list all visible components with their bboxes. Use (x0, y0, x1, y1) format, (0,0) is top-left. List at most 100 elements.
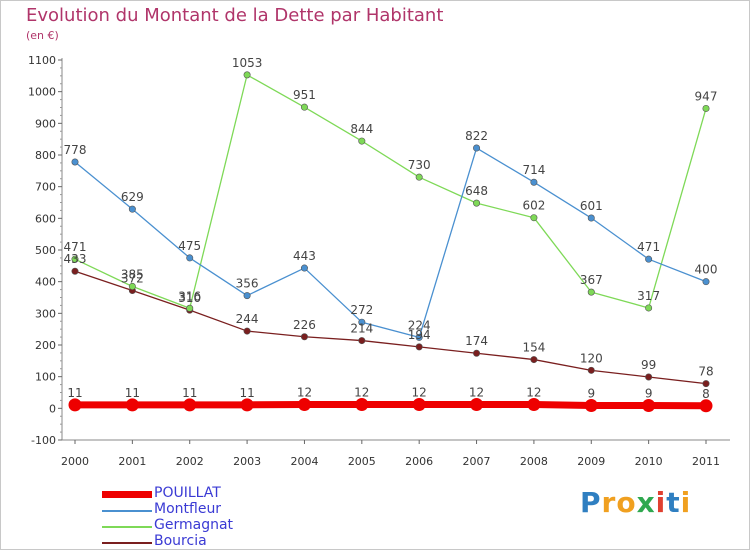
logo-letter: x (636, 486, 656, 519)
data-label: 226 (293, 318, 316, 332)
logo-letter: i (655, 486, 667, 519)
data-point (587, 366, 595, 374)
data-point (300, 264, 308, 272)
y-tick-label: 400 (35, 276, 56, 289)
data-label: 648 (465, 184, 488, 198)
data-point (358, 137, 366, 145)
data-label: 120 (580, 351, 603, 365)
data-label: 433 (64, 252, 87, 266)
data-point (642, 398, 656, 412)
data-point (470, 398, 484, 412)
data-point (355, 398, 369, 412)
data-label: 174 (465, 334, 488, 348)
data-point (415, 173, 423, 181)
x-tick-label: 2009 (577, 455, 605, 468)
data-label: 12 (412, 386, 427, 400)
data-label: 12 (297, 386, 312, 400)
data-label: 443 (293, 249, 316, 263)
x-tick-label: 2008 (520, 455, 548, 468)
data-label: 356 (236, 277, 259, 291)
x-tick-label: 2010 (635, 455, 663, 468)
x-tick-label: 2007 (463, 455, 491, 468)
data-label: 9 (587, 386, 595, 400)
x-tick-label: 2004 (290, 455, 318, 468)
y-tick-label: 900 (35, 117, 56, 130)
legend-label: POUILLAT (154, 485, 221, 501)
data-label: 11 (67, 386, 82, 400)
data-point (473, 144, 481, 152)
x-tick-label: 2001 (118, 455, 146, 468)
data-label: 367 (580, 273, 603, 287)
data-point (587, 214, 595, 222)
series-line-montfleur (74, 147, 707, 339)
data-point (358, 318, 366, 326)
data-point (125, 398, 139, 412)
legend-swatch (102, 542, 152, 544)
data-label: 317 (637, 289, 660, 303)
data-point (473, 199, 481, 207)
y-tick-label: 1100 (28, 54, 56, 67)
data-point (243, 292, 251, 300)
data-point (183, 398, 197, 412)
data-point (128, 282, 136, 290)
data-label: 471 (64, 240, 87, 254)
data-point (297, 398, 311, 412)
data-point (702, 380, 710, 388)
data-label: 822 (465, 129, 488, 143)
data-point (186, 254, 194, 262)
data-label: 714 (522, 163, 545, 177)
data-label: 214 (350, 322, 373, 336)
x-tick-label: 2005 (348, 455, 376, 468)
legend-swatch (102, 510, 152, 512)
data-point (702, 104, 710, 112)
legend-swatch (102, 526, 152, 528)
data-point (645, 255, 653, 263)
data-label: 844 (350, 122, 373, 136)
data-label: 99 (641, 358, 656, 372)
data-label: 471 (637, 240, 660, 254)
data-label: 224 (408, 318, 431, 332)
data-label: 400 (695, 263, 718, 277)
proxiti-logo: Proxiti (580, 486, 691, 519)
data-point (358, 337, 366, 345)
logo-letter: r (601, 486, 617, 519)
x-tick-label: 2006 (405, 455, 433, 468)
y-tick-label: 1000 (28, 86, 56, 99)
data-label: 947 (695, 89, 718, 103)
logo-letter: t (666, 486, 681, 519)
data-label: 12 (469, 386, 484, 400)
data-label: 1053 (232, 56, 263, 70)
y-tick-label: 100 (35, 371, 56, 384)
data-label: 372 (121, 272, 144, 286)
data-point (530, 214, 538, 222)
data-label: 9 (645, 386, 653, 400)
x-tick-label: 2002 (176, 455, 204, 468)
series-line-germagnat (74, 74, 707, 309)
data-label: 244 (236, 312, 259, 326)
y-tick-label: 300 (35, 307, 56, 320)
data-point (243, 71, 251, 79)
y-tick-label: 600 (35, 212, 56, 225)
data-label: 778 (64, 143, 87, 157)
series-line-bourcia (74, 270, 707, 385)
data-label: 385 (121, 267, 144, 281)
data-label: 316 (178, 289, 201, 303)
data-point (584, 398, 598, 412)
data-label: 601 (580, 199, 603, 213)
x-tick-label: 2011 (692, 455, 720, 468)
data-point (702, 278, 710, 286)
data-point (71, 267, 79, 275)
data-label: 730 (408, 158, 431, 172)
data-point (128, 205, 136, 213)
x-tick-label: 2000 (61, 455, 89, 468)
y-tick-label: 500 (35, 244, 56, 257)
data-label: 11 (182, 386, 197, 400)
data-point (699, 399, 713, 413)
data-point (300, 103, 308, 111)
logo-letter: o (616, 486, 637, 519)
data-label: 272 (350, 303, 373, 317)
data-label: 8 (702, 387, 710, 401)
legend-label: Montfleur (154, 501, 222, 517)
